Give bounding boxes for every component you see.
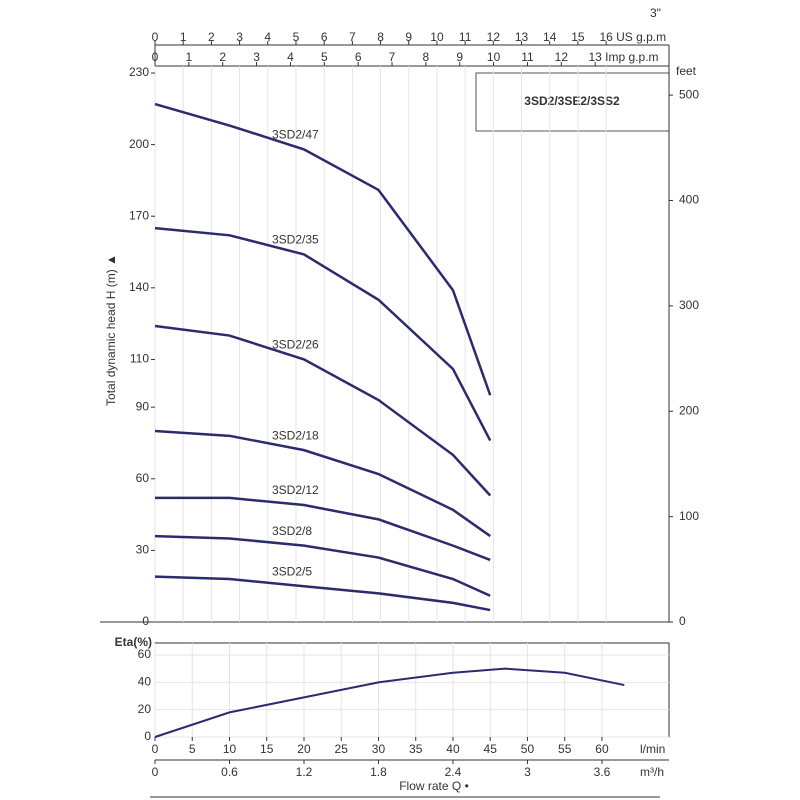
top-tick-label: 9 — [456, 50, 463, 64]
m3h-tick-label: 2.4 — [445, 765, 462, 779]
x-tick-label: 45 — [484, 742, 498, 756]
title-box — [475, 72, 670, 132]
top-tick-label: 1 — [180, 30, 187, 44]
curve — [155, 496, 491, 562]
x-tick-label: 35 — [409, 742, 423, 756]
top-tick-label: 8 — [377, 30, 384, 44]
m3h-tick-label: 1.8 — [370, 765, 387, 779]
y2-tick-label: 500 — [679, 87, 699, 101]
top-tick-label: 10 — [430, 30, 444, 44]
curve-label: 3SD2/8 — [272, 524, 312, 538]
y-tick-label: 60 — [136, 471, 150, 485]
x-tick-label: 20 — [297, 742, 311, 756]
x-tick-label: 0 — [152, 742, 159, 756]
top-tick-label: 10 — [487, 50, 501, 64]
top-tick-label: 13 — [515, 30, 529, 44]
top-tick-label: 11 — [521, 50, 534, 64]
curve — [154, 324, 492, 497]
curve — [154, 575, 491, 612]
x-tick-label: 60 — [595, 742, 609, 756]
chart-title: 3SD2/3SE2/3SS2 — [524, 94, 620, 108]
top-tick-label: 6 — [321, 30, 328, 44]
top-tick-label: 5 — [293, 30, 300, 44]
curve-label: 3SD2/47 — [272, 128, 319, 142]
corner-label: 3" — [650, 6, 661, 20]
top-tick-label: 7 — [349, 30, 356, 44]
x-tick-label: 50 — [521, 742, 535, 756]
top-tick-label: 3 — [236, 30, 243, 44]
curve-label: 3SD2/18 — [272, 428, 319, 442]
curve-label: 3SD2/12 — [272, 483, 319, 497]
y2-tick-label: 300 — [679, 298, 699, 312]
top-tick-label: 16 — [599, 30, 613, 44]
top-tick-label: 3 — [253, 50, 260, 64]
x-tick-label: 40 — [446, 742, 460, 756]
top-tick-label: 4 — [264, 30, 271, 44]
m3h-tick-label: 1.2 — [296, 765, 313, 779]
y2-tick-label: 100 — [679, 509, 699, 523]
x-tick-label: 25 — [335, 742, 349, 756]
top-tick-label: 12 — [555, 50, 569, 64]
eta-label: Eta(%) — [115, 635, 152, 649]
x-label: Flow rate Q • — [399, 779, 469, 793]
curve — [154, 226, 492, 442]
m3h-tick-label: 3.6 — [594, 765, 611, 779]
top-axis-label: US g.p.m — [616, 30, 666, 44]
x-tick-label: 15 — [260, 742, 274, 756]
y-tick-label: 30 — [136, 543, 150, 557]
x-tick-label: 5 — [189, 742, 196, 756]
y-label: Total dynamic head H (m) ▲ — [104, 254, 118, 406]
curve — [154, 429, 491, 538]
y2-tick-label: 0 — [679, 614, 686, 628]
top-tick-label: 0 — [152, 50, 159, 64]
top-tick-label: 11 — [459, 30, 472, 44]
top-tick-label: 14 — [543, 30, 557, 44]
curve-label: 3SD2/26 — [272, 338, 319, 352]
top-tick-label: 8 — [423, 50, 430, 64]
top-tick-label: 13 — [589, 50, 603, 64]
top-tick-label: 2 — [208, 30, 215, 44]
eta-curve — [154, 667, 625, 738]
eta-frame — [154, 642, 670, 738]
y2-tick-label: 400 — [679, 193, 699, 207]
x-tick-label: 55 — [558, 742, 572, 756]
m3h-tick-label: 0.6 — [221, 765, 238, 779]
top-tick-label: 1 — [186, 50, 193, 64]
y-tick-label: 230 — [129, 65, 149, 79]
y2-tick-label: 200 — [679, 403, 699, 417]
m3h-tick-label: 0 — [152, 765, 159, 779]
top-tick-label: 9 — [405, 30, 412, 44]
top-tick-label: 15 — [571, 30, 585, 44]
top-tick-label: 5 — [321, 50, 328, 64]
m3h-unit: m³/h — [640, 765, 664, 779]
curve — [154, 102, 492, 396]
y-tick-label: 90 — [136, 399, 150, 413]
eta-tick-label: 20 — [138, 702, 152, 716]
x-tick-label: 10 — [223, 742, 237, 756]
y-tick-label: 140 — [129, 280, 149, 294]
y2-label: feet — [676, 64, 697, 78]
eta-tick-label: 0 — [144, 729, 151, 743]
y-tick-label: 0 — [142, 614, 149, 628]
y-tick-label: 110 — [130, 352, 149, 366]
eta-tick-label: 60 — [138, 647, 152, 661]
top-axis-label: Imp g.p.m — [605, 50, 658, 64]
top-tick-label: 12 — [487, 30, 501, 44]
y-tick-label: 170 — [129, 208, 149, 222]
curve — [154, 534, 491, 597]
top-tick-label: 4 — [287, 50, 294, 64]
top-tick-label: 2 — [219, 50, 226, 64]
x-unit: l/min — [640, 742, 665, 756]
top-tick-label: 6 — [355, 50, 362, 64]
m3h-tick-label: 3 — [524, 765, 531, 779]
curve-label: 3SD2/5 — [272, 564, 312, 578]
x-tick-label: 30 — [372, 742, 386, 756]
top-tick-label: 7 — [389, 50, 396, 64]
eta-tick-label: 40 — [138, 675, 152, 689]
y-tick-label: 200 — [129, 137, 149, 151]
curve-label: 3SD2/35 — [272, 233, 319, 247]
top-tick-label: 0 — [152, 30, 159, 44]
